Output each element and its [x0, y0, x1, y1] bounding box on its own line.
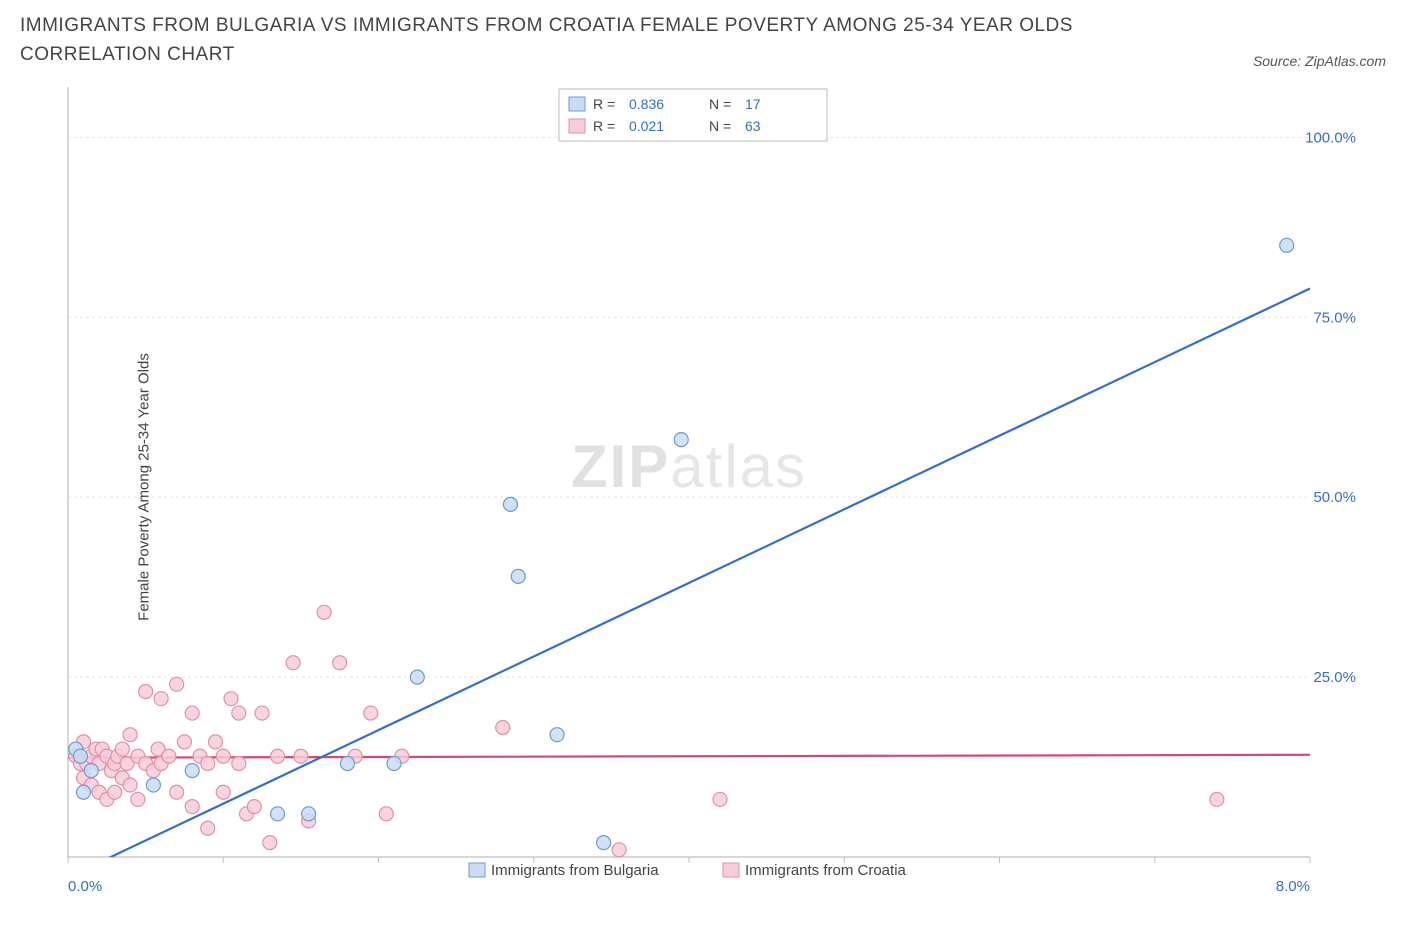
svg-text:63: 63 [745, 118, 761, 134]
svg-text:N =: N = [709, 118, 731, 134]
svg-text:0.0%: 0.0% [68, 878, 102, 895]
svg-text:100.0%: 100.0% [1305, 129, 1356, 146]
svg-text:N =: N = [709, 96, 731, 112]
svg-text:R =: R = [593, 96, 615, 112]
svg-text:Immigrants from Bulgaria: Immigrants from Bulgaria [491, 862, 659, 879]
scatter-chart: 25.0% 50.0% 75.0% 100.0% ZIPatlas 0.0% 8.0% R =… [20, 77, 1360, 897]
svg-text:75.0%: 75.0% [1313, 309, 1356, 326]
svg-text:25.0%: 25.0% [1313, 669, 1356, 686]
svg-text:0.836: 0.836 [629, 96, 664, 112]
svg-text:R =: R = [593, 118, 615, 134]
svg-text:50.0%: 50.0% [1313, 489, 1356, 506]
y-axis-label: Female Poverty Among 25-34 Year Olds [135, 353, 152, 621]
chart-title: IMMIGRANTS FROM BULGARIA VS IMMIGRANTS F… [20, 12, 1120, 69]
svg-text:Immigrants from Croatia: Immigrants from Croatia [745, 862, 907, 879]
svg-text:8.0%: 8.0% [1276, 878, 1310, 895]
svg-text:0.021: 0.021 [629, 118, 664, 134]
svg-text:ZIPatlas: ZIPatlas [571, 433, 807, 500]
source-credit: Source: ZipAtlas.com [1253, 53, 1386, 69]
svg-text:17: 17 [745, 96, 761, 112]
